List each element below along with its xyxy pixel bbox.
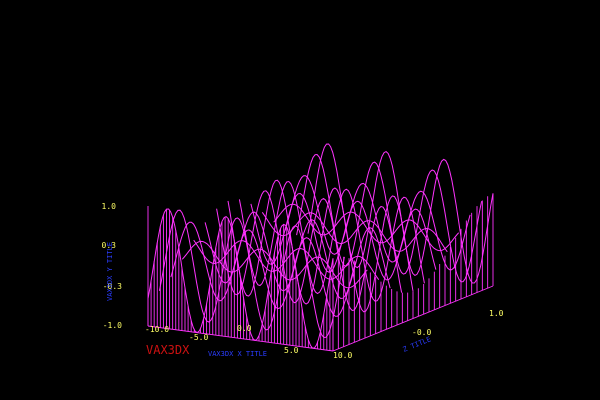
surface-contour-line — [284, 175, 471, 271]
x-tick-label: 0.0 — [237, 324, 252, 333]
z-tick-label: 1.0 — [489, 309, 504, 318]
surface-contour-line — [227, 179, 414, 313]
z-tick-label: -0.0 — [412, 328, 431, 337]
x-tick-label: -5.0 — [189, 333, 208, 342]
y-tick-label: 0.3 — [102, 241, 117, 250]
x-tick-label: 5.0 — [284, 346, 299, 355]
surface-contour-line — [170, 221, 357, 317]
z-axis-line — [332, 285, 494, 352]
x-axis-title: VAX3DX X TITLE — [208, 350, 267, 358]
surface-contour-line — [216, 190, 403, 312]
surface-contour-line — [193, 239, 380, 280]
surface-contour-line — [158, 209, 345, 339]
surface-contour-line — [250, 192, 437, 281]
z-axis-title: Z TITLE — [402, 335, 432, 353]
y-tick-label: 1.0 — [102, 202, 117, 211]
surface-contour-line — [296, 153, 483, 283]
x-axis-line — [147, 325, 334, 352]
y-tick-label: -0.3 — [103, 282, 122, 291]
x-tick-label: 10.0 — [333, 351, 352, 360]
y-axis-title: VAX3DX Y TITLE — [106, 242, 114, 301]
surface-mesh — [147, 143, 494, 351]
surface-contour-line — [238, 180, 425, 302]
x-tick-label: -10.0 — [145, 325, 169, 334]
plot-axes — [147, 206, 494, 352]
surface-contour-line — [273, 203, 460, 252]
brand-label: VAX3DX — [146, 343, 190, 357]
y-tick-label: -1.0 — [103, 321, 122, 330]
